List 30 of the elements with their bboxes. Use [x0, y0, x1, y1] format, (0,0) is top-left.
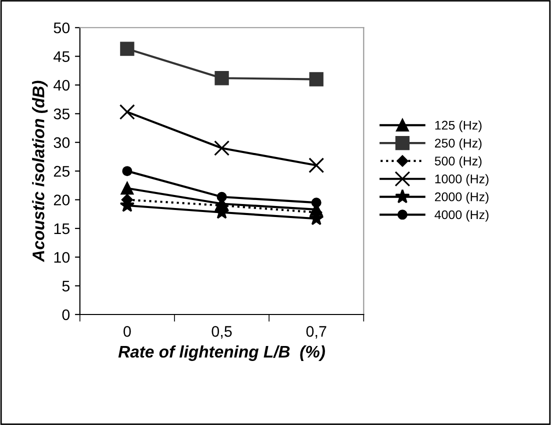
y-axis-title: Acoustic isolation (dB): [32, 80, 48, 262]
point: [214, 140, 230, 156]
y-tick-label: 15: [54, 223, 70, 234]
x-tick-label: 0,7: [306, 326, 326, 339]
y-tick-label: 50: [54, 22, 70, 34]
y-tick-label: 25: [54, 166, 70, 177]
y-tick-label: 45: [54, 51, 70, 62]
point: [119, 104, 135, 120]
point: [120, 182, 134, 195]
legend-label: 2000 (Hz): [434, 192, 488, 204]
x-tick-label: 0,5: [212, 326, 232, 339]
legend-label: 1000 (Hz): [435, 174, 488, 186]
x-axis-title: Rate of lightening L/B (%): [118, 345, 325, 361]
point: [309, 72, 324, 86]
y-tick-label: 10: [54, 252, 70, 263]
y-tick-label: 0: [62, 309, 70, 320]
point: [214, 71, 229, 86]
legend-label: 250 (Hz): [434, 138, 482, 150]
legend-label: 500 (Hz): [434, 156, 482, 168]
point: [122, 166, 132, 176]
y-tick-label: 5: [62, 280, 70, 292]
y-tick-label: 20: [54, 194, 70, 206]
y-tick-label: 35: [54, 108, 70, 120]
x-tick-label: 0: [124, 326, 131, 337]
legend-label: 125 (Hz): [435, 120, 482, 132]
point: [308, 158, 324, 174]
y-tick-label: 40: [54, 80, 70, 91]
point: [120, 42, 134, 56]
legend-label: 4000 (Hz): [434, 210, 488, 222]
y-tick-label: 30: [54, 137, 70, 148]
